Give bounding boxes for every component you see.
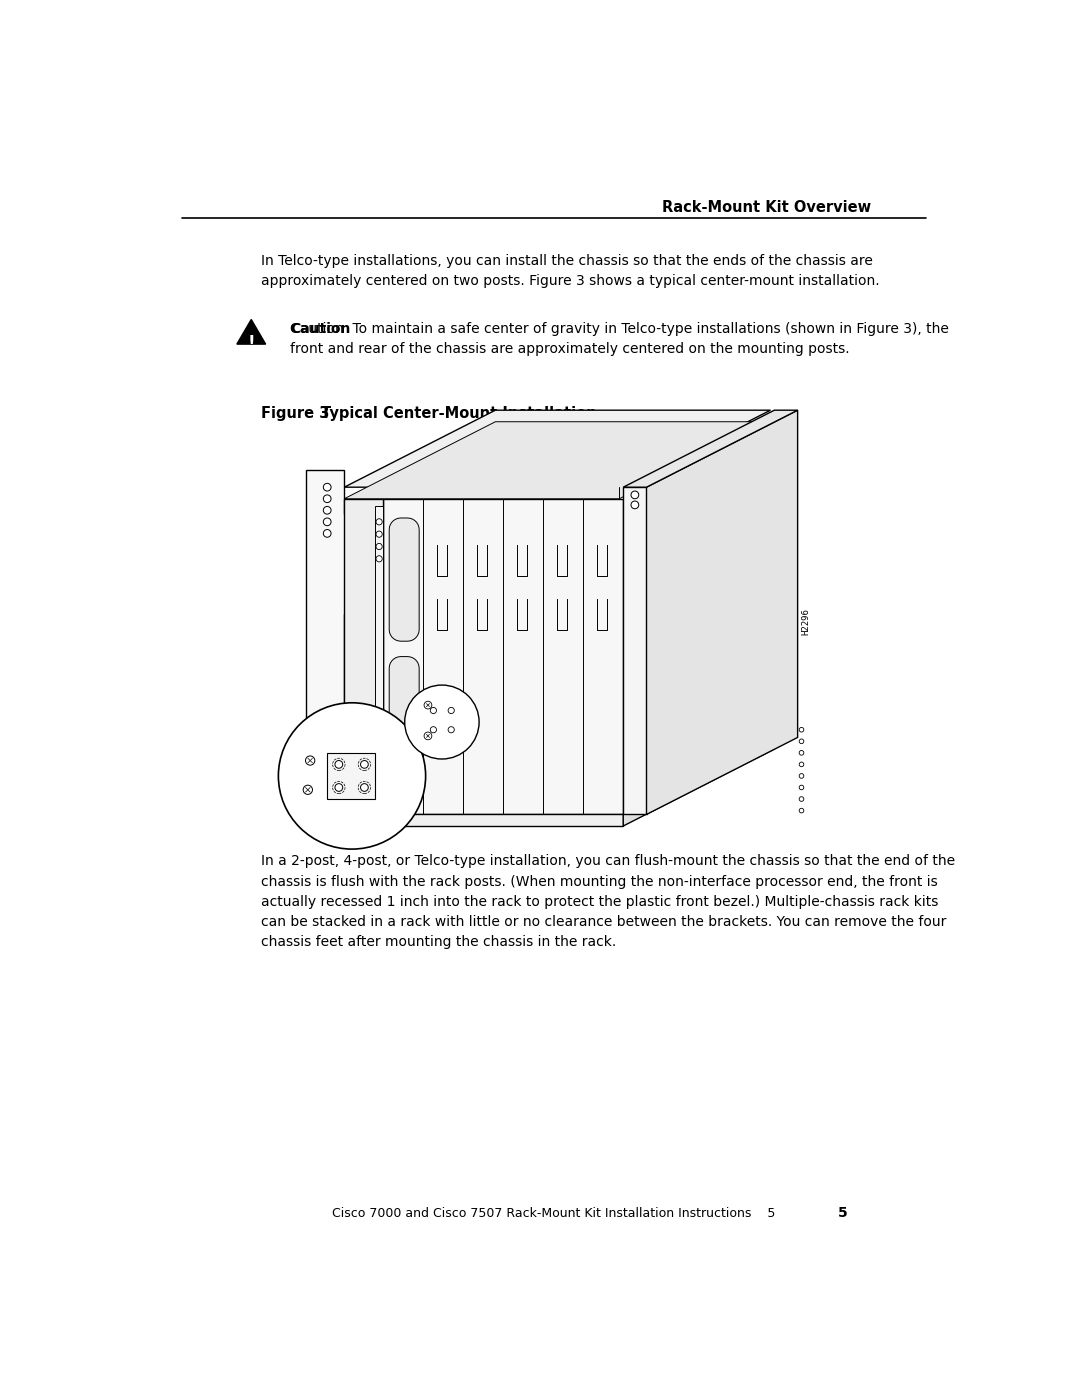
Polygon shape	[237, 320, 266, 344]
Circle shape	[376, 556, 382, 562]
Circle shape	[361, 760, 368, 768]
Circle shape	[323, 518, 332, 525]
Circle shape	[335, 784, 342, 791]
Circle shape	[376, 531, 382, 538]
Circle shape	[376, 764, 382, 770]
Circle shape	[323, 483, 332, 490]
Text: Caution: Caution	[291, 321, 350, 335]
Text: Typical Center-Mount Installation: Typical Center-Mount Installation	[321, 407, 596, 422]
Circle shape	[799, 763, 804, 767]
Circle shape	[448, 726, 455, 733]
Circle shape	[323, 711, 332, 718]
Polygon shape	[389, 657, 419, 795]
Circle shape	[376, 726, 382, 733]
Polygon shape	[345, 499, 383, 814]
Circle shape	[323, 507, 332, 514]
Polygon shape	[623, 411, 798, 488]
Polygon shape	[623, 488, 647, 814]
Polygon shape	[389, 518, 419, 641]
Circle shape	[799, 750, 804, 756]
Polygon shape	[327, 753, 375, 799]
Circle shape	[799, 774, 804, 778]
Polygon shape	[623, 738, 774, 826]
Circle shape	[799, 739, 804, 743]
Polygon shape	[383, 499, 623, 814]
Text: Cisco 7000 and Cisco 7507 Rack-Mount Kit Installation Instructions    5: Cisco 7000 and Cisco 7507 Rack-Mount Kit…	[332, 1207, 775, 1220]
Polygon shape	[345, 814, 623, 826]
Circle shape	[306, 756, 314, 766]
Circle shape	[279, 703, 426, 849]
Circle shape	[405, 685, 480, 759]
Circle shape	[430, 707, 436, 714]
Circle shape	[448, 707, 455, 714]
Circle shape	[424, 701, 432, 708]
Circle shape	[799, 796, 804, 802]
Text: 5: 5	[838, 1206, 848, 1221]
Circle shape	[430, 726, 436, 733]
Text: In Telco-type installations, you can install the chassis so that the ends of the: In Telco-type installations, you can ins…	[261, 254, 880, 288]
Text: In a 2-post, 4-post, or Telco-type installation, you can flush-mount the chassis: In a 2-post, 4-post, or Telco-type insta…	[261, 855, 956, 949]
Circle shape	[323, 495, 332, 503]
Circle shape	[376, 752, 382, 757]
Polygon shape	[306, 471, 360, 814]
Text: Figure 3: Figure 3	[261, 407, 329, 422]
Text: Caution  To maintain a safe center of gravity in Telco-type installations (shown: Caution To maintain a safe center of gra…	[291, 321, 949, 356]
Circle shape	[376, 518, 382, 525]
Circle shape	[799, 785, 804, 789]
Polygon shape	[375, 507, 383, 814]
Circle shape	[323, 529, 332, 538]
Circle shape	[424, 732, 432, 740]
Polygon shape	[647, 411, 798, 814]
Circle shape	[303, 785, 312, 795]
Circle shape	[323, 733, 332, 742]
Circle shape	[335, 760, 342, 768]
Circle shape	[799, 728, 804, 732]
Polygon shape	[345, 422, 770, 499]
Text: H2296: H2296	[801, 609, 810, 636]
Circle shape	[631, 490, 638, 499]
Circle shape	[376, 775, 382, 782]
Text: !: !	[247, 334, 255, 352]
Text: Rack-Mount Kit Overview: Rack-Mount Kit Overview	[662, 200, 872, 215]
Circle shape	[323, 722, 332, 729]
Circle shape	[631, 502, 638, 509]
Circle shape	[376, 739, 382, 745]
Circle shape	[376, 543, 382, 549]
Circle shape	[361, 784, 368, 791]
Polygon shape	[345, 411, 770, 488]
Circle shape	[799, 809, 804, 813]
